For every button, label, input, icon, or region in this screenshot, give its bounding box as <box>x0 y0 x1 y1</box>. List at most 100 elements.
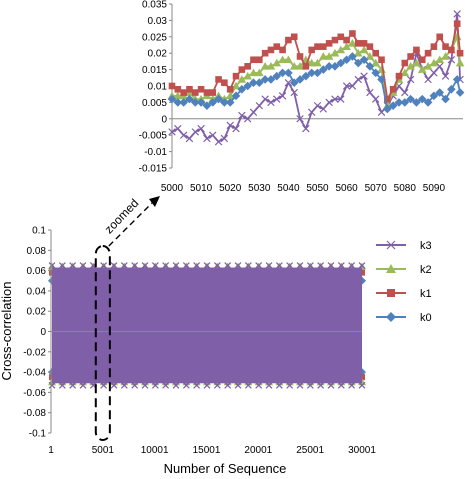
inset-point-k1 <box>366 43 374 50</box>
inset-point-k3 <box>179 131 188 139</box>
inset-point-k0 <box>406 94 415 104</box>
main-point-k3 <box>120 381 128 389</box>
inset-point-k0 <box>260 75 270 84</box>
inset-point-k1 <box>456 49 464 57</box>
inset-point-k2 <box>284 55 293 64</box>
inset-point-k0 <box>400 98 410 107</box>
inset-point-k2 <box>412 58 421 67</box>
inset-point-k3 <box>366 88 374 97</box>
inset-point-k2 <box>417 65 427 73</box>
main-point-k3 <box>48 262 56 269</box>
inset-y-tick-label: 0.03 <box>148 16 168 27</box>
inset-point-k1 <box>238 66 246 73</box>
inset-point-k0 <box>249 78 258 88</box>
inset-point-k3 <box>302 124 310 133</box>
inset-x-tick-label: 5040 <box>277 183 300 194</box>
main-point-k3 <box>182 262 190 269</box>
inset-point-k1 <box>203 89 211 96</box>
inset-point-k2 <box>255 68 264 77</box>
inset-point-k1 <box>453 20 461 27</box>
inset-point-k3 <box>261 95 269 103</box>
main-point-k3 <box>286 381 294 389</box>
main-point-k3 <box>110 262 118 269</box>
inset-point-k0 <box>429 91 439 101</box>
inset-point-k2 <box>173 91 183 100</box>
inset-point-k2 <box>336 45 346 54</box>
inset-point-k0 <box>423 98 433 107</box>
main-point-k3 <box>296 262 304 269</box>
inset-point-k1 <box>372 49 379 57</box>
main-point-k3 <box>182 381 190 389</box>
main-point-k3 <box>317 381 325 389</box>
main-x-tick-label: 10001 <box>141 445 169 456</box>
inset-point-k0 <box>435 88 445 97</box>
inset-point-k3 <box>307 108 316 116</box>
inset-point-k1 <box>221 79 228 87</box>
inset-point-k3 <box>401 88 409 97</box>
inset-series-k0 <box>167 52 465 114</box>
legend-marker-k1 <box>387 289 395 297</box>
inset-point-k3 <box>226 121 234 130</box>
main-point-k3 <box>120 262 128 269</box>
inset-point-k1 <box>430 43 438 50</box>
main-point-k3 <box>265 381 273 389</box>
main-x-tick-label: 15001 <box>193 445 221 456</box>
inset-point-k1 <box>250 56 257 64</box>
inset-point-k3 <box>232 124 240 133</box>
inset-point-k0 <box>353 58 363 68</box>
inset-point-k3 <box>243 115 252 123</box>
main-point-k3 <box>162 262 170 269</box>
inset-point-k3 <box>168 128 176 136</box>
inset-y-tick-label: -0.015 <box>139 164 168 175</box>
inset-point-k0 <box>202 101 212 110</box>
legend-item-k3: k3 <box>376 240 432 252</box>
main-x-tick-label: 20001 <box>244 445 272 456</box>
main-point-k3 <box>317 262 325 269</box>
inset-point-k3 <box>255 101 264 110</box>
legend-marker-k3 <box>386 240 396 250</box>
inset-point-k0 <box>167 94 177 104</box>
inset-point-k3 <box>209 131 217 139</box>
inset-point-k2 <box>353 48 363 57</box>
inset-point-k1 <box>191 89 199 96</box>
inset-point-k0 <box>412 98 421 107</box>
main-point-k3 <box>234 381 242 389</box>
inset-y-tick-label: 0.015 <box>142 65 167 76</box>
inset-point-k3 <box>377 108 386 116</box>
inset-point-k1 <box>296 53 304 60</box>
inset-point-k1 <box>215 76 222 83</box>
main-point-k3 <box>141 262 149 269</box>
inset-point-k1 <box>256 56 263 64</box>
main-y-tick-label: 0.08 <box>27 246 47 257</box>
main-point-k3 <box>255 381 263 389</box>
main-point-k3 <box>203 381 211 389</box>
inset-point-k2 <box>307 58 316 67</box>
inset-point-k2 <box>359 45 369 54</box>
inset-x-tick-label: 5000 <box>161 183 184 194</box>
inset-point-k0 <box>295 75 305 84</box>
inset-point-k3 <box>453 10 461 18</box>
inset-point-k0 <box>237 84 247 94</box>
main-y-tick-label: -0.02 <box>23 347 46 358</box>
inset-point-k3 <box>342 82 351 90</box>
inset-point-k1 <box>174 85 182 93</box>
main-point-k3 <box>327 262 335 269</box>
main-x-tick-label: 5001 <box>92 445 115 456</box>
inset-point-k0 <box>377 75 386 84</box>
inset-point-k0 <box>307 68 316 78</box>
inset-x-tick-label: 5060 <box>335 183 358 194</box>
inset-point-k2 <box>266 62 276 70</box>
main-point-k3 <box>337 381 345 389</box>
main-point-k3 <box>286 262 294 269</box>
inset-point-k1 <box>442 43 449 50</box>
zoom-arrow <box>108 200 155 247</box>
main-point-k3 <box>296 381 304 389</box>
inset-point-k0 <box>190 98 200 107</box>
main-point-k3 <box>255 262 263 269</box>
inset-point-k3 <box>284 78 293 87</box>
inset-point-k3 <box>185 134 194 143</box>
inset-point-k0 <box>208 98 218 107</box>
main-point-k3 <box>141 381 149 389</box>
legend-marker-k2 <box>386 264 396 273</box>
inset-point-k0 <box>447 84 456 94</box>
